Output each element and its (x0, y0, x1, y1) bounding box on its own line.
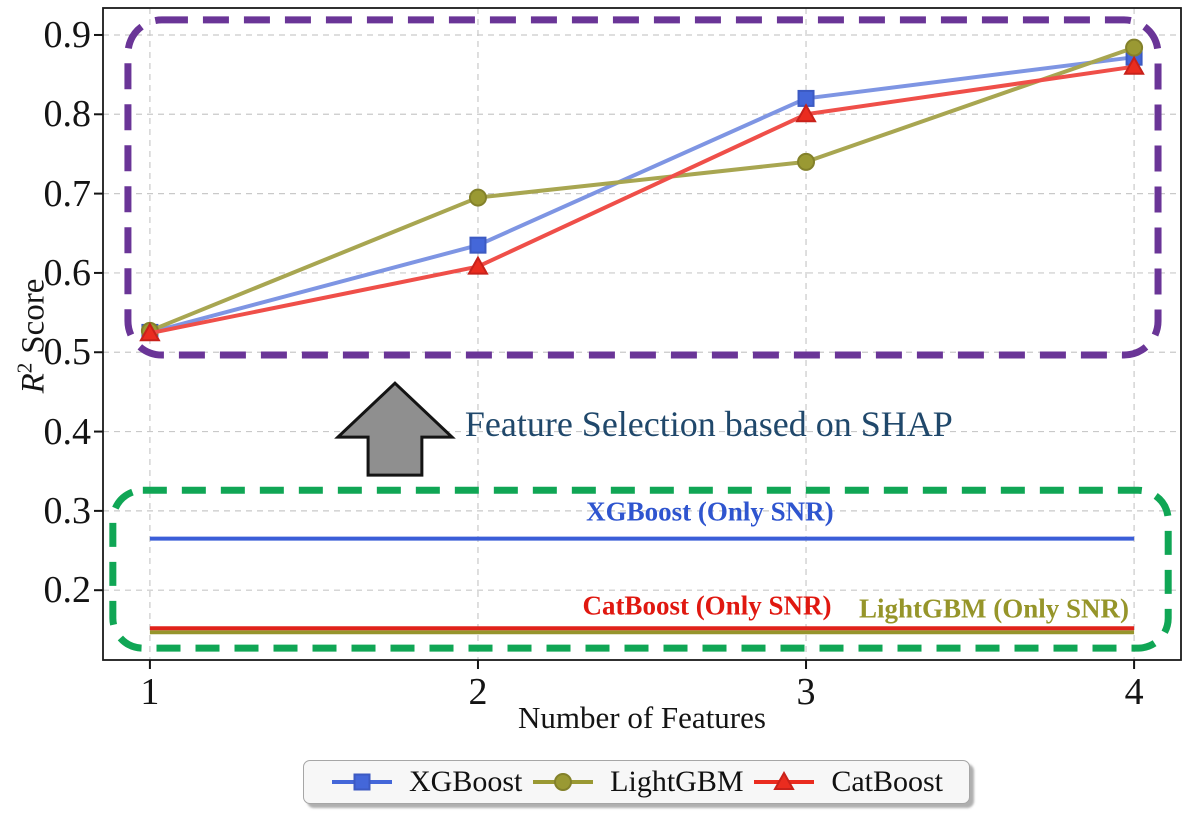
legend-marker-catboost-triangle-icon (752, 770, 816, 794)
legend-item-catboost: CatBoost (752, 765, 943, 799)
legend-item-xgboost: XGBoost (330, 765, 522, 799)
legend-label-xgboost: XGBoost (409, 765, 523, 798)
annotation-feature-selection-text: Feature Selection based on SHAP (464, 404, 953, 445)
x-tick-label: 4 (1124, 671, 1144, 713)
legend-marker-lightgbm-circle-icon (531, 770, 595, 794)
y-tick-label: 0.5 (43, 331, 92, 374)
y-axis-label-r: R (15, 373, 52, 394)
y-tick-label: 0.2 (43, 569, 92, 612)
legend-item-lightgbm: LightGBM (531, 765, 744, 799)
y-axis-label-exponent: 2 (12, 362, 37, 374)
y-tick-label: 0.4 (43, 410, 92, 453)
highlight-box-baselines (109, 486, 1172, 652)
x-axis-label: Number of Features (518, 700, 766, 735)
series-xgboost (141, 48, 1143, 341)
y-axis-label: R2 Score (12, 278, 53, 394)
series-catboost (139, 55, 1145, 342)
legend: XGBoost LightGBM CatBoost (303, 760, 970, 804)
legend-label-catboost: CatBoost (831, 765, 943, 798)
x-tick-label: 1 (140, 671, 160, 713)
up-arrow-icon (334, 381, 456, 477)
y-tick-label: 0.9 (43, 13, 92, 56)
baseline-label-lightgbm-only-snr: LightGBM (Only SNR) (858, 593, 1130, 624)
legend-marker-xgboost-square-icon (330, 770, 394, 794)
legend-label-lightgbm: LightGBM (610, 765, 744, 798)
baseline-label-catboost-only-snr: CatBoost (Only SNR) (582, 590, 832, 621)
y-tick-label: 0.7 (43, 172, 92, 215)
x-tick-label: 3 (796, 671, 816, 713)
highlight-box-shap-curves (124, 16, 1162, 359)
y-axis-label-score: Score (15, 278, 52, 354)
y-tick-label: 0.3 (43, 489, 92, 532)
plot-border (102, 7, 1182, 661)
y-tick-label: 0.6 (43, 251, 92, 294)
baseline-label-xgboost-only-snr: XGBoost (Only SNR) (586, 496, 834, 527)
y-tick-label: 0.8 (43, 93, 92, 136)
x-tick-label: 2 (468, 671, 488, 713)
